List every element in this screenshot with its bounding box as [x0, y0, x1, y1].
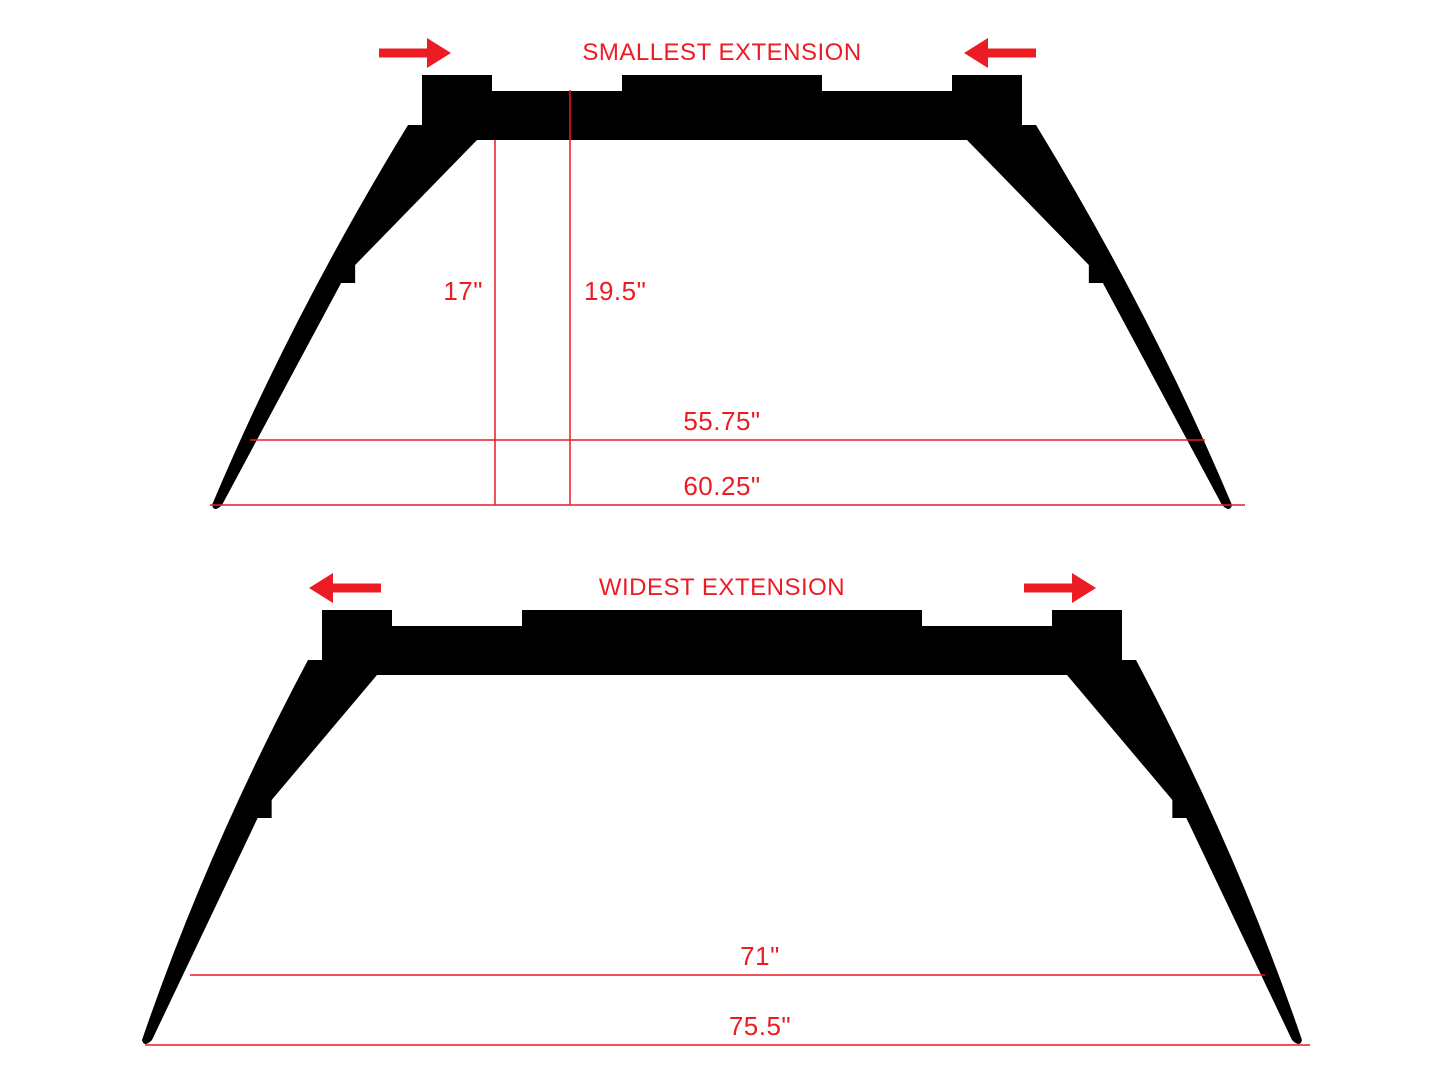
- bottom-rack-shape: [142, 610, 1302, 1044]
- width-lower-label: 60.25": [683, 471, 760, 501]
- arrow-right-icon: [1024, 573, 1096, 603]
- arrow-right-icon: [379, 38, 451, 68]
- arrow-left-icon: [964, 38, 1036, 68]
- width-upper-label: 71": [740, 941, 780, 971]
- top-rack-shape: [212, 75, 1232, 509]
- height-outer-label: 19.5": [584, 276, 646, 306]
- arrow-left-icon: [309, 573, 381, 603]
- top-title: SMALLEST EXTENSION: [582, 39, 861, 66]
- width-upper-label: 55.75": [683, 406, 760, 436]
- bottom-title: WIDEST EXTENSION: [599, 574, 845, 601]
- height-inner-label: 17": [443, 276, 483, 306]
- width-lower-label: 75.5": [729, 1011, 791, 1041]
